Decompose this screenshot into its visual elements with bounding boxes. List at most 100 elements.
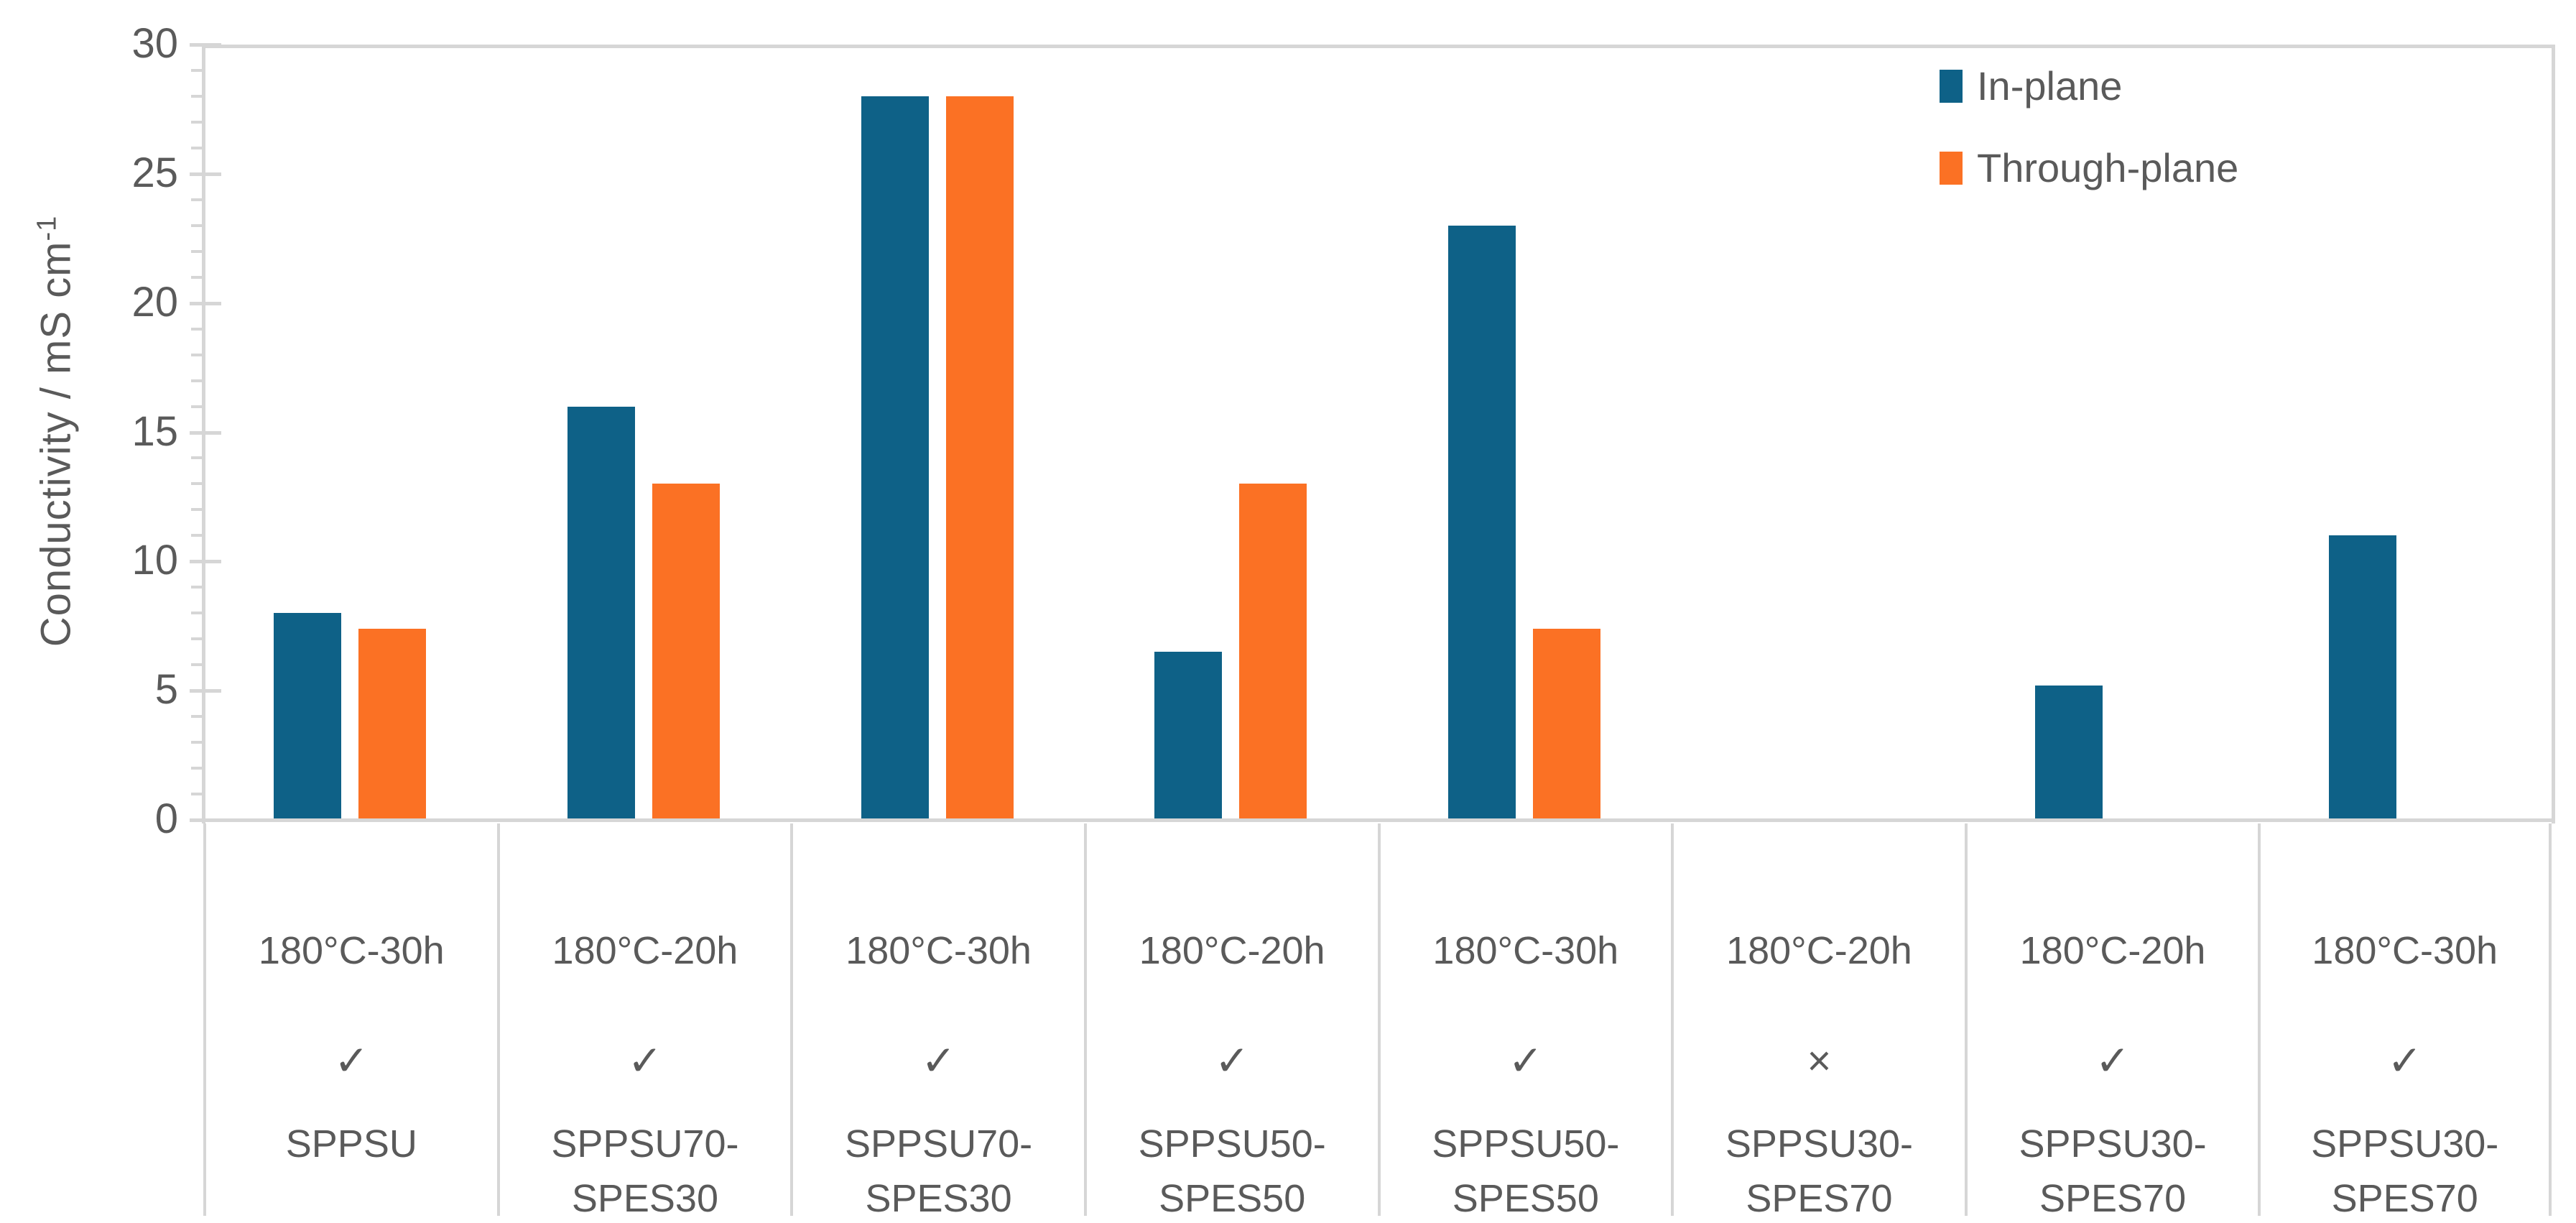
category-sample-label: SPPSU30- SPES70 bbox=[1968, 1117, 2258, 1223]
legend-label: In-plane bbox=[1977, 63, 2123, 109]
y-tick-label: 30 bbox=[131, 19, 178, 67]
sample-name-line1: SPPSU30- bbox=[1725, 1122, 1913, 1166]
sample-name-line1: SPPSU70- bbox=[845, 1122, 1033, 1166]
check-mark: ✓ bbox=[1214, 1038, 1250, 1084]
category-cell: 180°C-20h ✓ SPPSU50- SPES50 bbox=[1083, 823, 1378, 1220]
sample-name-line2: SPES50 bbox=[1452, 1177, 1599, 1220]
y-minor-tick bbox=[191, 767, 203, 770]
bar-through-plane bbox=[358, 628, 427, 820]
y-major-tick bbox=[190, 301, 221, 305]
category-sample-label: SPPSU30- SPES70 bbox=[1674, 1117, 1965, 1223]
y-minor-tick bbox=[191, 482, 203, 486]
category-sample-label: SPPSU50- SPES50 bbox=[1087, 1117, 1378, 1223]
sample-name-line2: SPES30 bbox=[865, 1177, 1012, 1220]
y-tick-label: 15 bbox=[131, 407, 178, 455]
y-minor-tick bbox=[191, 146, 203, 149]
sample-name-line2: SPES70 bbox=[2331, 1177, 2478, 1220]
sample-name-line1: SPPSU50- bbox=[1138, 1122, 1326, 1166]
category-sample-label: SPPSU70- SPES30 bbox=[500, 1117, 791, 1223]
category-treatment-label: 180°C-20h bbox=[1139, 929, 1325, 972]
legend-swatch bbox=[1940, 70, 1963, 103]
bar-through-plane bbox=[1532, 628, 1600, 820]
y-minor-tick bbox=[191, 741, 203, 744]
category-cell: 180°C-30h ✓ SPPSU70- SPES30 bbox=[790, 823, 1084, 1220]
category-sample-label: SPPSU70- SPES30 bbox=[793, 1117, 1084, 1223]
bar-in-plane bbox=[861, 96, 929, 820]
y-tick-label: 10 bbox=[131, 537, 178, 584]
sample-name-line2: SPES30 bbox=[571, 1177, 718, 1220]
y-minor-tick bbox=[191, 793, 203, 796]
legend-item-through-plane: Through-plane bbox=[1940, 148, 2238, 188]
check-mark: ✓ bbox=[334, 1038, 369, 1084]
sample-name-line2: SPES70 bbox=[2039, 1177, 2187, 1220]
category-treatment-label: 180°C-30h bbox=[1432, 929, 1619, 972]
plot-top-border bbox=[203, 45, 2554, 48]
category-treatment-label: 180°C-30h bbox=[2312, 929, 2498, 972]
check-mark: ✓ bbox=[627, 1038, 663, 1084]
category-treatment-label: 180°C-20h bbox=[552, 929, 738, 972]
y-major-tick bbox=[190, 172, 221, 176]
sample-name-line2: SPES50 bbox=[1159, 1177, 1306, 1220]
y-minor-tick bbox=[191, 637, 203, 641]
category-sample-label: SPPSU bbox=[206, 1117, 497, 1171]
category-treatment-label: 180°C-30h bbox=[845, 929, 1032, 972]
y-minor-tick bbox=[191, 405, 203, 408]
legend-label: Through-plane bbox=[1977, 145, 2239, 190]
y-minor-tick bbox=[191, 353, 203, 356]
y-minor-tick bbox=[191, 612, 203, 615]
category-sample-label: SPPSU30- SPES70 bbox=[2261, 1117, 2549, 1223]
y-minor-tick bbox=[191, 534, 203, 537]
bar-through-plane bbox=[945, 96, 1014, 820]
y-tick-label: 0 bbox=[154, 795, 178, 842]
sample-name-line1: SPPSU70- bbox=[551, 1122, 739, 1166]
check-mark: ✓ bbox=[2387, 1038, 2422, 1084]
bar-in-plane bbox=[274, 613, 342, 820]
y-axis-title-superscript: -1 bbox=[32, 215, 62, 241]
y-minor-tick bbox=[191, 275, 203, 279]
y-minor-tick bbox=[191, 68, 203, 72]
category-cell: 180°C-20h ✓ SPPSU70- SPES30 bbox=[496, 823, 791, 1220]
sample-name-line1: SPPSU30- bbox=[2311, 1122, 2499, 1166]
bar-through-plane bbox=[652, 484, 720, 820]
bar-in-plane bbox=[567, 406, 635, 820]
category-treatment-label: 180°C-30h bbox=[258, 929, 445, 972]
category-treatment-label: 180°C-20h bbox=[1726, 929, 1912, 972]
y-major-tick bbox=[190, 689, 221, 693]
y-tick-label: 5 bbox=[154, 665, 178, 713]
category-cell: 180°C-20h ✓ SPPSU30- SPES70 bbox=[1964, 823, 2258, 1220]
sample-name-line1: SPPSU bbox=[285, 1122, 417, 1166]
y-minor-tick bbox=[191, 379, 203, 382]
category-cell: 180°C-30h ✓ SPPSU30- SPES70 bbox=[2258, 823, 2552, 1220]
legend-swatch bbox=[1940, 152, 1963, 185]
legend-item-in-plane: In-plane bbox=[1940, 66, 2238, 106]
check-mark: ✓ bbox=[1508, 1038, 1544, 1084]
y-minor-tick bbox=[191, 456, 203, 460]
cross-mark: × bbox=[1807, 1038, 1832, 1084]
y-minor-tick bbox=[191, 94, 203, 98]
legend: In-plane Through-plane bbox=[1940, 66, 2238, 230]
y-major-tick bbox=[190, 430, 221, 435]
y-minor-tick bbox=[191, 663, 203, 667]
bar-in-plane bbox=[2035, 685, 2103, 820]
y-tick-label: 20 bbox=[131, 278, 178, 326]
category-cell: 180°C-20h × SPPSU30- SPES70 bbox=[1671, 823, 1965, 1220]
check-mark: ✓ bbox=[921, 1038, 956, 1084]
bar-in-plane bbox=[1154, 652, 1223, 820]
y-tick-label: 25 bbox=[131, 149, 178, 196]
y-major-tick bbox=[190, 560, 221, 564]
y-minor-tick bbox=[191, 508, 203, 512]
category-sample-label: SPPSU50- SPES50 bbox=[1381, 1117, 1672, 1223]
bar-in-plane bbox=[1447, 225, 1516, 820]
category-cell: 180°C-30h ✓ SPPSU50- SPES50 bbox=[1377, 823, 1672, 1220]
category-cell: 180°C-30h ✓ SPPSU bbox=[203, 823, 497, 1216]
x-axis-line bbox=[190, 818, 2554, 822]
sample-name-line1: SPPSU30- bbox=[2019, 1122, 2207, 1166]
check-mark: ✓ bbox=[2095, 1038, 2131, 1084]
y-minor-tick bbox=[191, 198, 203, 201]
category-treatment-label: 180°C-20h bbox=[2019, 929, 2206, 972]
plot-right-border bbox=[2552, 45, 2555, 823]
y-minor-tick bbox=[191, 120, 203, 124]
bar-through-plane bbox=[1239, 484, 1307, 820]
bar-in-plane bbox=[2328, 535, 2396, 820]
